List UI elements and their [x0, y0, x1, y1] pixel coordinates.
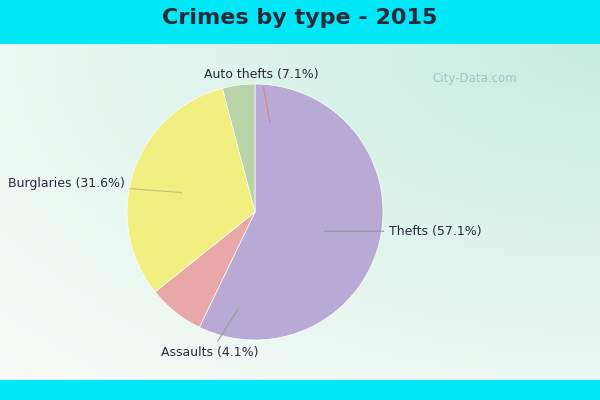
Text: Auto thefts (7.1%): Auto thefts (7.1%) [204, 68, 319, 122]
Text: Assaults (4.1%): Assaults (4.1%) [161, 309, 259, 359]
Text: City-Data.com: City-Data.com [432, 72, 517, 85]
Wedge shape [199, 84, 383, 340]
Text: Crimes by type - 2015: Crimes by type - 2015 [163, 8, 437, 28]
Wedge shape [223, 84, 255, 212]
Text: Burglaries (31.6%): Burglaries (31.6%) [8, 177, 182, 192]
Wedge shape [155, 212, 255, 327]
Wedge shape [127, 88, 255, 292]
Text: Thefts (57.1%): Thefts (57.1%) [325, 225, 482, 238]
